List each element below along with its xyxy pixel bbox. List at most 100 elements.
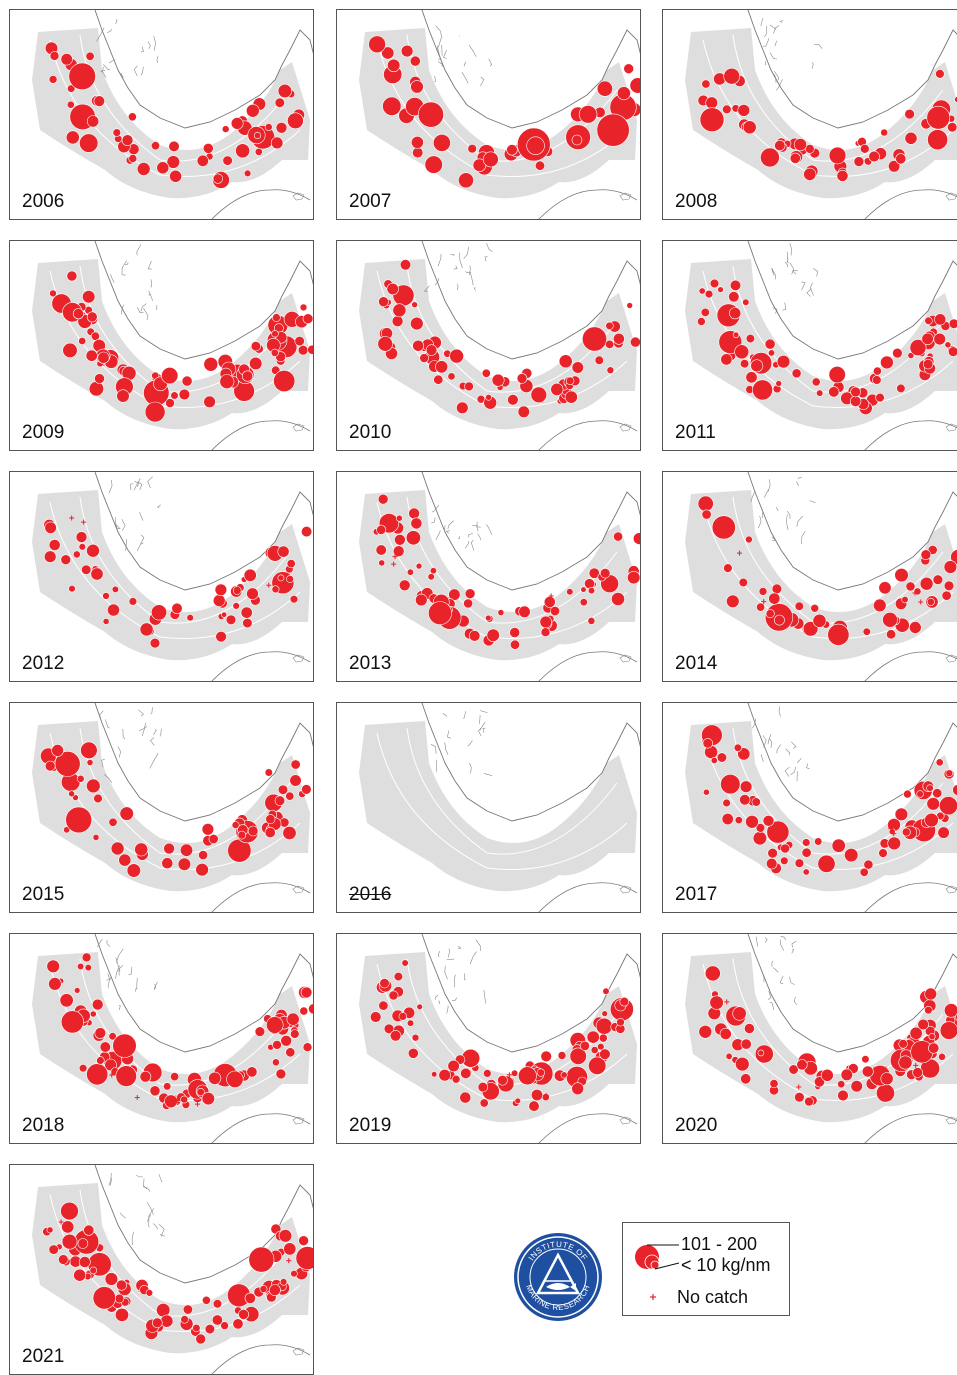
catch-circle [710, 996, 724, 1010]
catch-circle [582, 327, 606, 351]
catch-circle [202, 1092, 215, 1105]
catch-circle [430, 568, 436, 574]
catch-circle [95, 1028, 106, 1039]
year-label: 2012 [22, 653, 64, 675]
map-graphic [10, 241, 314, 451]
catch-circle [412, 147, 423, 158]
southern-coastline [863, 652, 957, 682]
catch-circle [408, 1048, 418, 1058]
catch-circle [439, 1069, 451, 1081]
catch-circle [248, 826, 258, 836]
catch-circle [47, 960, 60, 973]
catch-circle [407, 1020, 414, 1027]
catch-circle [804, 168, 816, 180]
fjord-line [147, 1202, 153, 1214]
catch-circle [510, 640, 519, 649]
catch-circle [278, 546, 289, 557]
catch-circle [487, 629, 500, 642]
fjord-line [110, 274, 114, 282]
catch-circle [300, 304, 307, 311]
year-label: 2017 [675, 884, 717, 906]
catch-circle [925, 988, 937, 1000]
catch-circle [706, 97, 718, 109]
catch-circle [77, 775, 84, 782]
catch-circle [209, 1072, 221, 1084]
catch-circle [581, 587, 587, 593]
catch-circle [933, 575, 943, 585]
catch-circle [559, 355, 572, 368]
map-legend: 101 - 200 < 10 kg/nm No catch [622, 1222, 790, 1316]
catch-circle [899, 1040, 908, 1049]
catch-circle [812, 378, 820, 386]
catch-circle [517, 373, 527, 383]
catch-circle [934, 333, 946, 345]
catch-circle [478, 1082, 488, 1092]
catch-circle [61, 1202, 79, 1220]
catch-circle [269, 1285, 280, 1296]
catch-circle [79, 543, 86, 550]
catch-circle [531, 1089, 542, 1100]
catch-circle [733, 332, 739, 338]
catch-circle [896, 154, 906, 164]
survey-area [359, 721, 637, 891]
catch-circle [81, 742, 98, 759]
fjord-line [798, 758, 802, 762]
catch-circle [300, 1007, 308, 1015]
catch-circle [724, 564, 733, 573]
catch-circle [45, 522, 57, 534]
fjord-line [464, 247, 469, 259]
catch-circle [412, 302, 418, 308]
catch-circle [396, 515, 402, 521]
catch-circle [790, 153, 800, 163]
catch-circle [928, 1043, 939, 1054]
catch-circle [482, 369, 490, 377]
catch-circle [518, 406, 530, 418]
fjord-line [443, 713, 447, 716]
catch-circle [162, 858, 173, 869]
catch-circle [537, 1069, 545, 1077]
catch-circle [180, 844, 192, 856]
catch-circle [78, 1239, 88, 1249]
fjord-line [474, 288, 476, 291]
fjord-line [476, 940, 480, 951]
catch-circle [627, 303, 633, 309]
catch-circle [383, 97, 402, 116]
catch-circle [745, 536, 752, 543]
catch-circle [627, 571, 640, 584]
catch-circle [254, 132, 261, 139]
catch-circle [202, 1296, 210, 1304]
fjord-line [468, 533, 473, 537]
catch-circle [873, 367, 881, 375]
map-panel-2006: 2006 [9, 9, 314, 220]
catch-circle [202, 823, 214, 835]
fjord-line [123, 729, 125, 739]
catch-circle [79, 134, 98, 153]
legend-max-label: 101 - 200 [681, 1234, 757, 1255]
fjord-line [143, 1179, 147, 1190]
catch-circle [244, 170, 251, 177]
catch-circle [276, 1069, 286, 1079]
fjord-line [100, 711, 104, 718]
catch-circle [50, 51, 59, 60]
catch-circle [572, 362, 584, 374]
catch-circle [603, 988, 610, 995]
fjord-line [790, 263, 794, 274]
catch-circle [795, 602, 804, 611]
catch-circle [400, 260, 411, 271]
fjord-line [465, 541, 469, 548]
catch-circle [93, 834, 99, 840]
southern-coastline [537, 883, 637, 913]
catch-circle [152, 1318, 162, 1328]
catch-circle [303, 314, 313, 324]
catch-circle [236, 144, 250, 158]
catch-circle [550, 606, 559, 615]
catch-circle [759, 587, 767, 595]
catch-circle [851, 387, 861, 397]
catch-circle [850, 396, 861, 407]
catch-circle [705, 290, 713, 298]
legend-no-catch-label: No catch [677, 1287, 748, 1308]
catch-circle [872, 376, 881, 385]
fjord-line [153, 1223, 157, 1229]
fjord-line [148, 261, 152, 269]
catch-circle [588, 617, 595, 624]
